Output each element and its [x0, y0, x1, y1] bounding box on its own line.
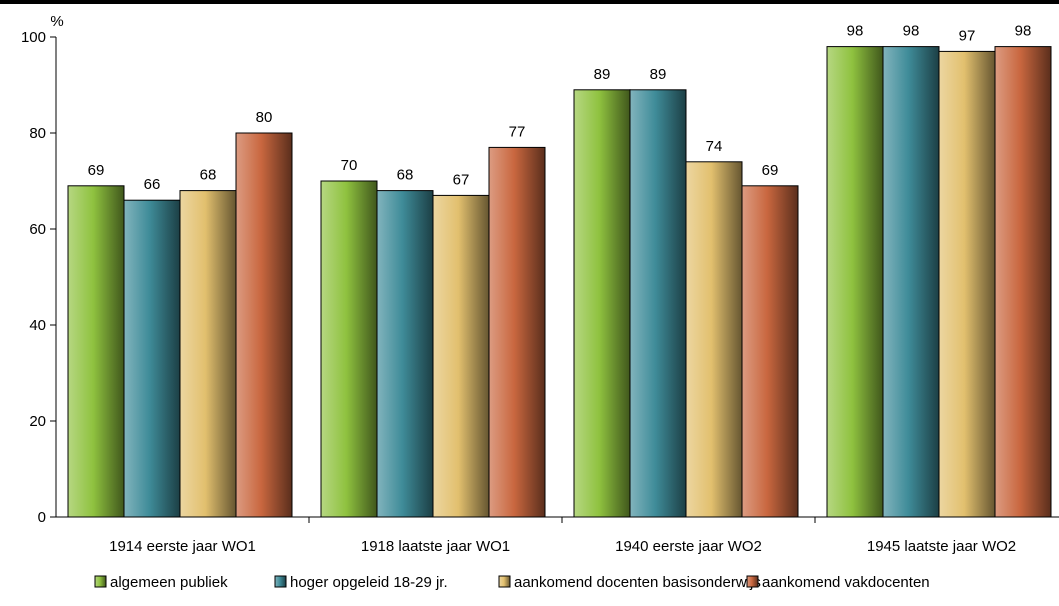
data-label: 68 — [200, 167, 217, 184]
legend-swatch — [498, 575, 511, 588]
bar — [488, 146, 546, 518]
bar — [882, 46, 940, 518]
data-label: 89 — [650, 66, 667, 83]
x-tick-label: 1914 eerste jaar WO1 — [109, 538, 256, 555]
legend-entry: aankomend docenten basisonderwijs — [514, 574, 761, 591]
y-tick-label: 0 — [38, 509, 46, 526]
bar — [432, 194, 490, 518]
legend-entry: algemeen publiek — [110, 574, 228, 591]
data-label: 97 — [959, 27, 976, 44]
bar — [741, 185, 799, 518]
bar — [573, 89, 631, 518]
data-label: 77 — [509, 123, 526, 140]
data-label: 98 — [903, 23, 920, 40]
bar — [179, 190, 237, 518]
bar — [235, 132, 293, 518]
data-label: 98 — [1015, 23, 1032, 40]
y-tick-label: 60 — [29, 221, 46, 238]
bar — [376, 190, 434, 518]
legend-entry: hoger opgeleid 18-29 jr. — [290, 574, 448, 591]
y-tick-label: 40 — [29, 317, 46, 334]
data-label: 69 — [88, 162, 105, 179]
data-label: 89 — [594, 66, 611, 83]
bar — [123, 199, 181, 518]
x-tick-label: 1940 eerste jaar WO2 — [615, 538, 762, 555]
data-label: 98 — [847, 23, 864, 40]
legend-swatch — [94, 575, 107, 588]
data-label: 67 — [453, 171, 470, 188]
data-label: 69 — [762, 162, 779, 179]
bar — [67, 185, 125, 518]
legend-swatch — [746, 575, 759, 588]
data-label: 80 — [256, 109, 273, 126]
data-label: 70 — [341, 157, 358, 174]
top-border — [0, 0, 1059, 4]
y-axis-label: % — [50, 13, 63, 30]
x-tick-label: 1945 laatste jaar WO2 — [867, 538, 1016, 555]
legend-swatch — [274, 575, 287, 588]
bar — [826, 46, 884, 518]
bar — [629, 89, 687, 518]
data-label: 68 — [397, 167, 414, 184]
data-label: 74 — [706, 138, 723, 155]
bar — [685, 161, 743, 518]
legend-entry: aankomend vakdocenten — [762, 574, 930, 591]
bar — [320, 180, 378, 518]
bar — [994, 46, 1052, 518]
bar — [938, 50, 996, 518]
x-tick-label: 1918 laatste jaar WO1 — [361, 538, 510, 555]
y-tick-label: 100 — [21, 29, 46, 46]
data-label: 66 — [144, 176, 161, 193]
y-tick-label: 20 — [29, 413, 46, 430]
y-tick-label: 80 — [29, 125, 46, 142]
